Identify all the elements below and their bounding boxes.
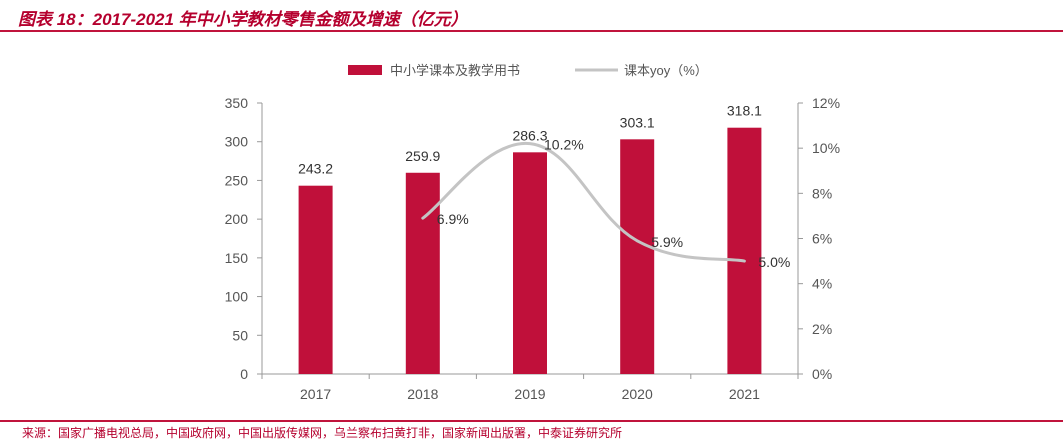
x-tick-label: 2019 (514, 386, 545, 402)
source-note: 来源：国家广播电视总局，中国政府网，中国出版传媒网，乌兰察布扫黄打非，国家新闻出… (22, 426, 623, 440)
y-right-tick-label: 0% (812, 366, 832, 382)
chart-area: 中小学课本及教学用书 课本yoy（%） 0 50 100 150 200 250 300 350 0… (225, 63, 840, 402)
yoy-line (421, 142, 746, 263)
y-left-tick-label: 300 (225, 134, 249, 150)
source-divider (0, 420, 1063, 422)
y-right-tick-label: 8% (812, 185, 832, 201)
bar-value-label: 303.1 (620, 114, 655, 130)
y-right-tick-label: 4% (812, 276, 832, 292)
bar (727, 127, 762, 375)
x-tick-label: 2020 (622, 386, 653, 402)
x-tick-label: 2021 (729, 386, 760, 402)
y-left-tick-label: 50 (232, 327, 248, 343)
legend-label-bar: 中小学课本及教学用书 (390, 63, 520, 78)
y-left-tick-label: 100 (225, 289, 249, 305)
y-right-tick-label: 12% (812, 95, 840, 111)
y-left-tick-label: 200 (225, 211, 249, 227)
yoy-value-label: 5.0% (758, 254, 790, 270)
yoy-value-label: 5.9% (651, 234, 683, 250)
title-divider (0, 30, 1063, 32)
yoy-value-label: 6.9% (437, 211, 469, 227)
y-right-tick-label: 6% (812, 231, 832, 247)
x-tick-label: 2018 (407, 386, 438, 402)
y-right-tick-label: 10% (812, 140, 840, 156)
bar (513, 152, 547, 374)
y-left-tick-label: 150 (225, 250, 249, 266)
yoy-value-label: 10.2% (544, 137, 584, 153)
y-right-tick-label: 2% (812, 321, 832, 337)
legend-label-line: 课本yoy（%） (624, 63, 708, 78)
bar-value-label: 318.1 (727, 103, 762, 119)
chart-title: 图表 18：2017-2021 年中小学教材零售金额及增速（亿元） (18, 10, 468, 29)
bar (405, 172, 440, 374)
y-left-tick-label: 250 (225, 172, 249, 188)
bar-value-label: 286.3 (512, 127, 547, 143)
title-bar: 图表 18：2017-2021 年中小学教材零售金额及增速（亿元） (0, 0, 1063, 32)
legend-swatch-bar (348, 65, 382, 75)
y-left-tick-label: 350 (225, 95, 249, 111)
bar (620, 139, 655, 374)
bar-value-label: 243.2 (298, 161, 333, 177)
bar-value-label: 259.9 (405, 148, 440, 164)
x-tick-label: 2017 (300, 386, 331, 402)
bar (298, 185, 333, 374)
y-left-tick-label: 0 (240, 366, 248, 382)
